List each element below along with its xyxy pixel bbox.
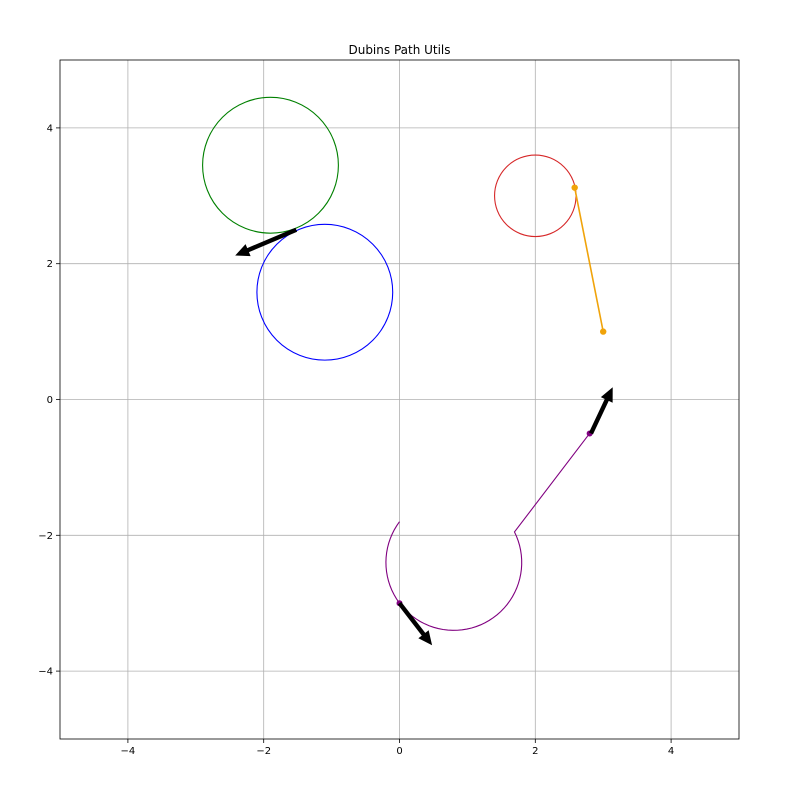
x-tick-label: 2 xyxy=(532,746,538,757)
x-tick-label: 0 xyxy=(396,746,402,757)
chart-title: Dubins Path Utils xyxy=(348,43,450,57)
straight-segment xyxy=(573,187,604,332)
x-tick-label: −4 xyxy=(121,746,136,757)
plot-area xyxy=(202,96,613,646)
heading-arrow xyxy=(397,601,433,646)
dubins-path xyxy=(385,433,591,631)
y-tick-label: −2 xyxy=(38,531,53,542)
turning-circle xyxy=(202,96,339,234)
segment-endpoint xyxy=(571,184,578,191)
grid-lines xyxy=(60,60,739,739)
y-tick-label: 2 xyxy=(47,259,53,270)
heading-arrow xyxy=(235,227,298,257)
segment-endpoint xyxy=(600,328,607,335)
x-tick-label: 4 xyxy=(668,746,674,757)
x-tick-label: −2 xyxy=(256,746,271,757)
turning-circle xyxy=(256,223,394,361)
y-tick-label: −4 xyxy=(38,667,53,678)
y-tick-label: 4 xyxy=(47,123,53,134)
heading-arrow xyxy=(588,387,613,435)
axis-ticks: −4 −2 0 2 4 −4 −2 0 2 4 xyxy=(38,123,674,757)
y-tick-label: 0 xyxy=(47,395,53,406)
